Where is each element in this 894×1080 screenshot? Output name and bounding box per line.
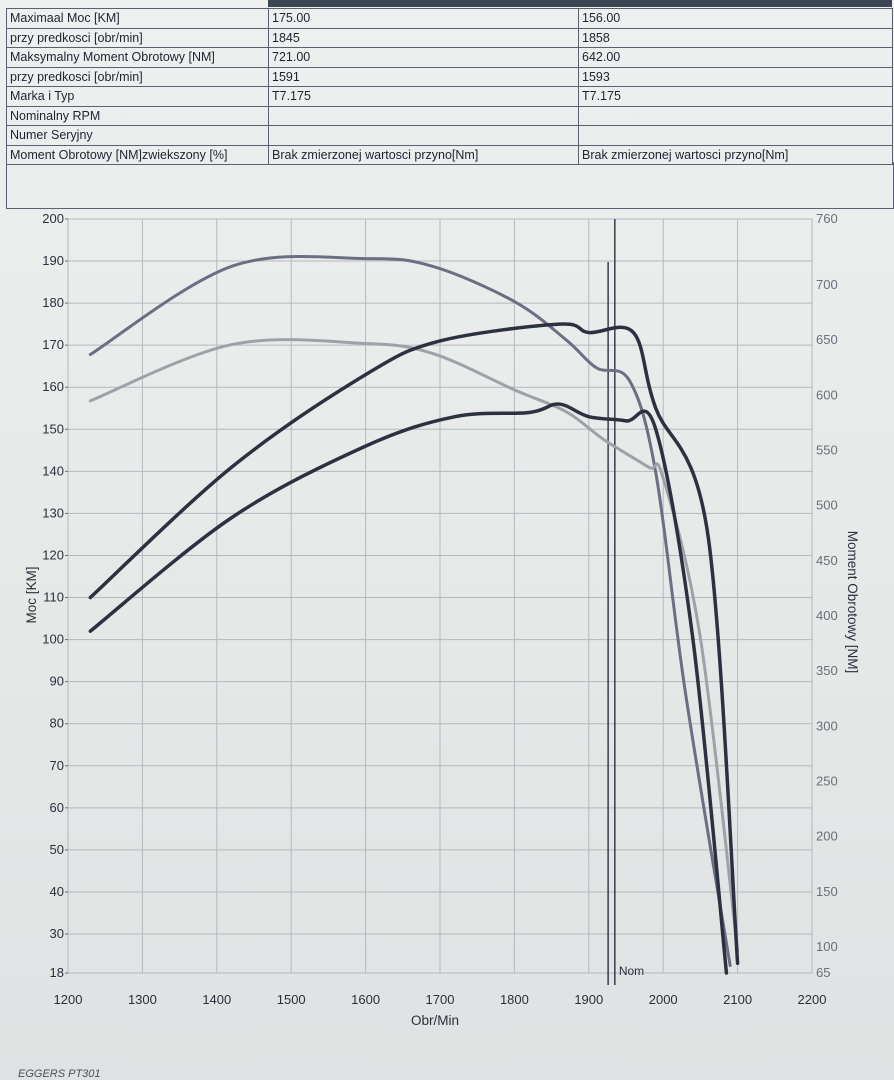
specs-row: Moment Obrotowy [NM]zwiekszony [%] Brak z… (6, 144, 893, 165)
y-tick-label: 140 (42, 463, 64, 478)
x-tick-label: 1600 (351, 992, 380, 1007)
specs-label-cell: Nominalny RPM (6, 105, 269, 126)
y2-tick-label: 300 (816, 718, 838, 733)
x-tick-label: 1700 (426, 992, 455, 1007)
y-tick-label: 70 (50, 758, 64, 773)
series-line-2 (88, 338, 740, 953)
table-header-bar (268, 0, 892, 7)
y-axis-label: Moc [KM] (24, 566, 39, 623)
specs-row: Numer Seryjny (6, 125, 893, 146)
y-tick-label: 160 (42, 379, 64, 394)
y2-tick-label: 250 (816, 774, 838, 789)
y2-tick-label: 400 (816, 608, 838, 623)
y-tick-label: 190 (42, 253, 64, 268)
chart-series (88, 254, 740, 975)
nominal-label: Nom (619, 964, 644, 978)
y-tick-label: 40 (50, 884, 64, 899)
specs-value-b-cell: 642.00 (578, 47, 893, 68)
y2-tick-label: 600 (816, 387, 838, 402)
specs-row: Nominalny RPM (6, 105, 893, 126)
specs-value-b-cell: T7.175 (578, 86, 893, 107)
y-tick-label: 200 (42, 211, 64, 226)
y2-tick-label: 700 (816, 277, 838, 292)
specs-row: przy predkosci [obr/min] 1591 1593 (6, 66, 893, 87)
specs-value-b-cell: Brak zmierzonej wartosci przyno[Nm] (578, 144, 893, 165)
y-tick-label: 120 (42, 547, 64, 562)
specs-value-a-cell: Brak zmierzonej wartosci przyno[Nm] (268, 144, 579, 165)
y2-tick-label: 550 (816, 443, 838, 458)
y-tick-label: 30 (50, 926, 64, 941)
x-tick-label: 1300 (128, 992, 157, 1007)
x-tick-label: 1200 (54, 992, 83, 1007)
y2-tick-label: 65 (816, 965, 830, 980)
x-tick-label: 1500 (277, 992, 306, 1007)
y2-tick-label: 760 (816, 211, 838, 226)
y2-axis-label: Moment Obrotowy [NM] (845, 531, 860, 674)
y-tick-label: 50 (50, 842, 64, 857)
y2-tick-label: 200 (816, 829, 838, 844)
y2-tick-label: 450 (816, 553, 838, 568)
y2-tick-label: 150 (816, 884, 838, 899)
specs-table: Maximaal Moc [KM] 175.00 156.00 przy predko… (6, 8, 893, 165)
x-tick-label: 1800 (500, 992, 529, 1007)
series-line-4 (88, 402, 729, 975)
nominal-rpm-lines: Nom (607, 219, 644, 985)
y-tick-label: 100 (42, 632, 64, 647)
y-tick-label: 110 (43, 590, 64, 605)
y-tick-label: 130 (42, 505, 64, 520)
y-tick-label: 180 (42, 295, 64, 310)
y-tick-label: 18 (50, 965, 64, 980)
x-tick-label: 1400 (202, 992, 231, 1007)
x-tick-label: 1900 (574, 992, 603, 1007)
footer-text: EGGERS PT301 (18, 1068, 101, 1080)
x-tick-label: 2200 (798, 992, 827, 1007)
y2-tick-label: 100 (816, 939, 838, 954)
y2-tick-label: 500 (816, 498, 838, 513)
chart-axes (65, 218, 68, 974)
series-line-3 (88, 322, 740, 965)
y-tick-label: 60 (50, 800, 64, 815)
x-axis-label: Obr/Min (411, 1013, 459, 1028)
specs-label-cell: Moment Obrotowy [NM]zwiekszony [%] (6, 144, 269, 165)
y2-tick-label: 650 (816, 332, 838, 347)
y-tick-label: 170 (42, 337, 64, 352)
chart-labels: 1200 1300 1400 1500 1600 1700 1800 1900 2000 2100… (24, 211, 860, 1028)
series-line-1 (88, 254, 732, 968)
x-tick-label: 2000 (649, 992, 678, 1007)
y2-tick-label: 350 (816, 663, 838, 678)
y-tick-label: 150 (42, 421, 64, 436)
y-tick-label: 90 (50, 674, 64, 689)
specs-row: Maksymalny Moment Obrotowy [NM] 721.00 642… (6, 47, 893, 68)
y-tick-label: 80 (50, 716, 64, 731)
chart-grid (67, 218, 813, 974)
x-tick-label: 2100 (723, 992, 752, 1007)
